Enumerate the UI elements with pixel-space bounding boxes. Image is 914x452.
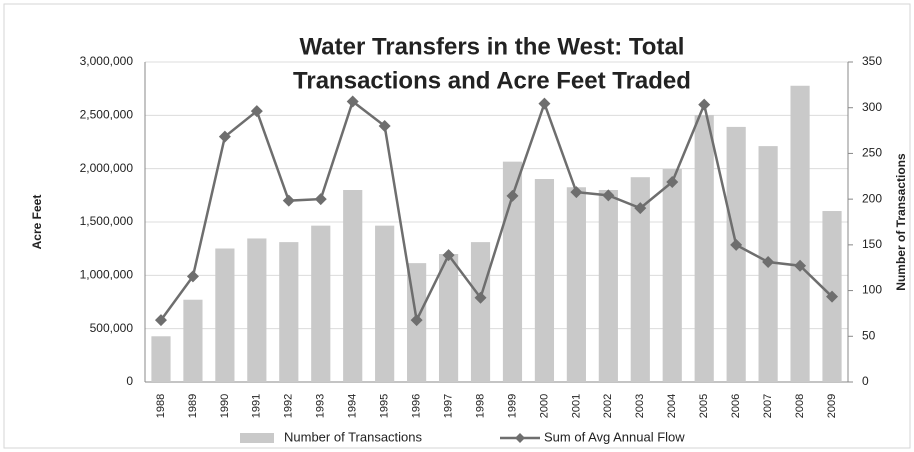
legend-label: Sum of Avg Annual Flow [544, 429, 685, 444]
x-tick-label: 2008 [794, 394, 806, 418]
x-tick-label: 2004 [666, 394, 678, 418]
chart-title: Transactions and Acre Feet Traded [293, 67, 691, 94]
legend-marker [515, 433, 525, 443]
x-tick-label: 1994 [347, 394, 359, 418]
bar [694, 115, 714, 383]
line-marker [154, 314, 167, 327]
y-tick-label: 1,000,000 [80, 268, 134, 282]
y-tick-label: 2,500,000 [80, 108, 134, 122]
legend-label: Number of Transactions [284, 429, 423, 444]
x-tick-label: 1992 [283, 394, 295, 418]
y-tick-label: 0 [126, 374, 133, 388]
y2-tick-label: 150 [862, 237, 882, 251]
y2-tick-label: 350 [862, 54, 882, 68]
x-tick-label: 1988 [155, 394, 167, 418]
bar [534, 179, 555, 382]
bar [790, 85, 810, 383]
y-tick-label: 500,000 [90, 321, 134, 335]
line-marker [410, 314, 423, 327]
line-marker [346, 95, 359, 108]
bar [630, 177, 650, 382]
bar [311, 225, 331, 382]
line-marker [762, 256, 775, 268]
x-tick-label: 2003 [634, 394, 646, 418]
line-marker [474, 291, 487, 304]
line-marker [570, 186, 583, 199]
bar [598, 190, 618, 382]
y-tick-label: 3,000,000 [80, 54, 134, 68]
bar [726, 126, 746, 383]
bar [215, 248, 235, 382]
line-marker [826, 290, 839, 303]
x-tick-label: 2006 [730, 394, 742, 418]
line-marker [314, 193, 327, 206]
bar [183, 299, 203, 382]
line-marker [730, 238, 743, 251]
bar [151, 336, 171, 382]
y-tick-label: 2,000,000 [80, 161, 134, 175]
line-marker [506, 189, 519, 202]
x-tick-label: 1993 [315, 394, 327, 418]
x-tick-label: 2002 [602, 394, 614, 418]
y2-tick-label: 200 [862, 191, 882, 205]
y-axis-label: Acre Feet [30, 195, 44, 250]
line [159, 99, 833, 325]
y2-axis-label: Number of Transactions [894, 153, 908, 291]
bar [502, 161, 523, 382]
line-marker [666, 176, 679, 188]
line-marker [442, 249, 455, 262]
x-tick-label: 1989 [187, 394, 199, 418]
line-marker [634, 202, 647, 215]
x-tick-label: 1996 [411, 394, 423, 418]
legend-swatch [240, 433, 274, 443]
x-tick-label: 1990 [219, 394, 231, 418]
bar [279, 242, 299, 382]
line-marker [218, 130, 231, 143]
y-tick-label: 1,500,000 [80, 214, 134, 228]
bar [662, 168, 682, 382]
x-tick-label: 2009 [826, 394, 838, 418]
x-tick-label: 2005 [698, 394, 710, 418]
line-marker [282, 194, 295, 207]
x-tick-label: 1995 [379, 394, 391, 418]
line-marker [378, 120, 391, 132]
x-tick-label: 1999 [506, 394, 518, 418]
bar [470, 242, 491, 382]
bar [566, 187, 586, 382]
y2-tick-label: 0 [862, 374, 869, 388]
y2-tick-label: 250 [862, 146, 882, 160]
x-tick-label: 1998 [474, 394, 486, 418]
y2-tick-label: 100 [862, 283, 882, 297]
bar [247, 238, 267, 382]
y2-tick-label: 300 [862, 100, 882, 114]
x-tick-label: 2000 [538, 394, 550, 418]
x-tick-label: 1997 [442, 394, 454, 418]
bar [438, 254, 459, 382]
line-marker [538, 97, 551, 110]
x-tick-label: 2007 [762, 394, 774, 418]
y2-tick-label: 50 [862, 328, 876, 342]
x-tick-label: 1991 [251, 394, 263, 418]
line-marker [186, 270, 199, 283]
line-marker [698, 98, 711, 111]
chart-title: Water Transfers in the West: Total [300, 33, 685, 60]
line-marker [602, 189, 615, 202]
line-marker [250, 105, 263, 118]
bar [343, 190, 363, 382]
bar [375, 225, 395, 382]
x-tick-label: 2001 [570, 394, 582, 418]
line-marker [794, 259, 807, 272]
